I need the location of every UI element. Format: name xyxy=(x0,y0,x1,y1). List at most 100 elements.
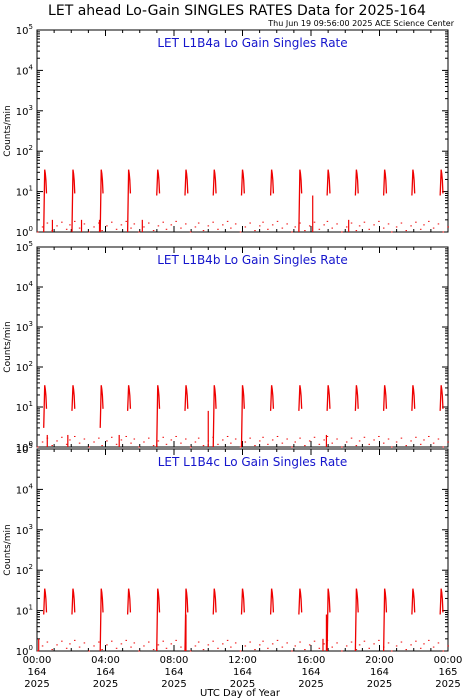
burst xyxy=(43,385,48,428)
x-tick-time: 08:00 xyxy=(160,655,189,666)
burst xyxy=(354,169,359,196)
plot-frame xyxy=(36,448,449,652)
plot-frame xyxy=(36,29,449,233)
series-bursts xyxy=(38,588,444,652)
panel-title: LET L1B4a Lo Gain Singles Rate xyxy=(157,36,347,50)
burst xyxy=(99,385,104,428)
burst xyxy=(269,169,275,196)
x-tick-doy: 164 xyxy=(370,667,389,678)
y-tick-label: 105 xyxy=(16,442,33,456)
burst xyxy=(382,385,388,411)
burst xyxy=(439,588,444,615)
y-tick-label: 101 xyxy=(16,604,33,618)
y-tick-base: 10 xyxy=(16,283,29,294)
burst xyxy=(382,588,388,652)
burst xyxy=(99,588,104,652)
burst xyxy=(411,588,416,615)
y-tick-label: 100 xyxy=(16,225,33,239)
y-tick-label: 103 xyxy=(16,104,33,118)
burst xyxy=(354,588,359,652)
y-tick-base: 10 xyxy=(16,526,29,537)
burst xyxy=(71,169,76,233)
burst xyxy=(326,385,331,411)
x-tick-time: 12:00 xyxy=(228,655,257,666)
burst xyxy=(43,588,48,615)
y-tick-label: 101 xyxy=(16,400,33,414)
x-tick-time: 00:00 xyxy=(23,655,52,666)
panel-title: LET L1B4c Lo Gain Singles Rate xyxy=(158,455,348,469)
y-tick-exponent: 1 xyxy=(29,400,33,408)
y-tick-base: 10 xyxy=(16,363,29,374)
x-tick-year: 2025 xyxy=(161,679,186,690)
burst xyxy=(71,385,76,411)
burst xyxy=(43,169,48,233)
burst xyxy=(298,385,303,411)
y-tick-label: 104 xyxy=(16,63,34,77)
burst xyxy=(439,385,444,411)
y-tick-label: 103 xyxy=(16,523,33,537)
y-tick-label: 101 xyxy=(16,185,33,199)
x-tick-year: 2025 xyxy=(298,679,323,690)
y-tick-label: 104 xyxy=(16,280,34,294)
y-tick-base: 10 xyxy=(16,243,29,254)
x-tick-doy: 164 xyxy=(164,667,183,678)
x-tick-doy: 165 xyxy=(438,667,457,678)
burst xyxy=(411,169,416,196)
x-tick-doy: 164 xyxy=(27,667,46,678)
burst xyxy=(439,169,444,196)
y-tick-base: 10 xyxy=(16,26,29,37)
y-tick-exponent: 0 xyxy=(29,225,33,233)
y-tick-exponent: 0 xyxy=(29,644,33,652)
burst xyxy=(240,385,245,448)
burst xyxy=(184,385,189,411)
figure-title: LET ahead Lo-Gain SINGLES RATES Data for… xyxy=(48,3,426,19)
x-tick-year: 2025 xyxy=(24,679,49,690)
burst xyxy=(71,588,76,615)
y-tick-base: 10 xyxy=(16,188,29,199)
y-tick-exponent: 3 xyxy=(29,104,33,112)
burst xyxy=(212,169,217,196)
y-tick-base: 10 xyxy=(16,647,29,658)
x-tick-doy: 164 xyxy=(96,667,115,678)
y-tick-base: 10 xyxy=(16,66,29,77)
burst xyxy=(298,169,303,233)
y-tick-label: 102 xyxy=(16,360,33,374)
burst xyxy=(184,169,189,196)
burst xyxy=(126,588,132,615)
y-tick-label: 104 xyxy=(16,482,34,496)
burst xyxy=(326,169,331,196)
y-tick-exponent: 5 xyxy=(29,240,33,248)
x-tick-year: 2025 xyxy=(435,679,460,690)
y-tick-exponent: 4 xyxy=(29,63,34,71)
timestamp-stamp: Thu Jun 19 09:56:00 2025 ACE Science Cen… xyxy=(267,19,454,28)
burst xyxy=(354,385,359,411)
y-tick-exponent: 4 xyxy=(29,482,34,490)
burst xyxy=(411,385,416,411)
burst xyxy=(156,169,161,196)
x-tick-doy: 164 xyxy=(301,667,320,678)
burst xyxy=(156,588,161,652)
y-tick-label: 102 xyxy=(16,563,33,577)
burst xyxy=(298,588,303,615)
y-tick-exponent: 2 xyxy=(29,144,33,152)
burst xyxy=(269,588,275,615)
y-tick-label: 105 xyxy=(16,23,33,37)
y-tick-base: 10 xyxy=(16,147,29,158)
y-tick-base: 10 xyxy=(16,107,29,118)
x-tick-year: 2025 xyxy=(367,679,392,690)
y-tick-base: 10 xyxy=(16,566,29,577)
series-baseline xyxy=(37,435,449,448)
burst xyxy=(212,385,217,448)
y-tick-label: 100 xyxy=(16,644,33,658)
y-tick-label: 103 xyxy=(16,320,33,334)
y-tick-base: 10 xyxy=(16,607,29,618)
y-tick-exponent: 5 xyxy=(29,442,33,450)
burst xyxy=(184,588,189,652)
y-tick-base: 10 xyxy=(16,443,29,454)
x-tick-year: 2025 xyxy=(230,679,255,690)
